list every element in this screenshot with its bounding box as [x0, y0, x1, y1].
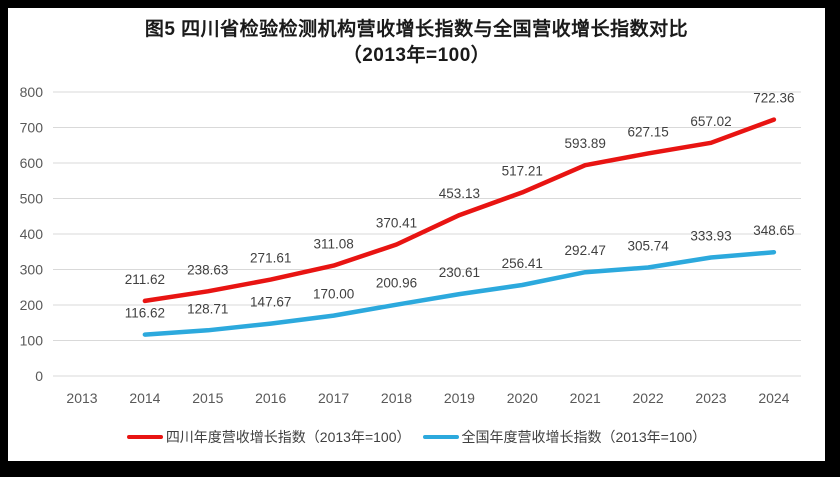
- svg-text:2023: 2023: [695, 390, 726, 406]
- svg-text:256.41: 256.41: [502, 256, 543, 271]
- svg-text:2019: 2019: [444, 390, 475, 406]
- svg-text:2016: 2016: [255, 390, 286, 406]
- svg-text:2017: 2017: [318, 390, 349, 406]
- svg-text:2015: 2015: [192, 390, 223, 406]
- svg-text:593.89: 593.89: [565, 136, 606, 151]
- svg-text:453.13: 453.13: [439, 186, 480, 201]
- svg-text:2020: 2020: [507, 390, 538, 406]
- svg-text:238.63: 238.63: [187, 262, 228, 277]
- svg-text:400: 400: [20, 226, 44, 242]
- svg-text:800: 800: [20, 84, 44, 100]
- svg-text:500: 500: [20, 191, 44, 207]
- svg-text:722.36: 722.36: [753, 91, 794, 106]
- svg-text:116.62: 116.62: [125, 306, 165, 321]
- svg-text:305.74: 305.74: [627, 238, 669, 253]
- svg-text:311.08: 311.08: [313, 237, 353, 252]
- sichuan-line-swatch-icon: [126, 435, 163, 439]
- national-line-swatch-icon: [422, 435, 459, 439]
- svg-text:627.15: 627.15: [627, 124, 668, 139]
- svg-text:200: 200: [20, 297, 44, 313]
- svg-text:292.47: 292.47: [565, 243, 606, 258]
- svg-text:0: 0: [35, 368, 43, 384]
- svg-text:300: 300: [20, 262, 44, 278]
- svg-text:370.41: 370.41: [376, 216, 417, 231]
- svg-text:230.61: 230.61: [439, 265, 480, 280]
- svg-text:348.65: 348.65: [753, 223, 794, 238]
- legend-item-national: 全国年度营收增长指数（2013年=100）: [422, 427, 707, 447]
- svg-text:600: 600: [20, 155, 44, 171]
- svg-text:200.96: 200.96: [376, 276, 417, 291]
- svg-text:128.71: 128.71: [187, 301, 228, 316]
- chart-title-line2: （2013年=100）: [342, 45, 491, 66]
- svg-text:2021: 2021: [570, 390, 601, 406]
- chart-title: 图5 四川省检验检测机构营收增长指数与全国营收增长指数对比 （2013年=100…: [8, 17, 825, 69]
- svg-text:517.21: 517.21: [502, 163, 543, 178]
- svg-text:100: 100: [20, 333, 44, 349]
- svg-text:2024: 2024: [758, 390, 789, 406]
- svg-text:170.00: 170.00: [313, 287, 354, 302]
- chart-title-line1: 图5 四川省检验检测机构营收增长指数与全国营收增长指数对比: [144, 19, 689, 40]
- svg-text:211.62: 211.62: [125, 272, 165, 287]
- svg-text:2013: 2013: [66, 390, 97, 406]
- legend-label-sichuan: 四川年度营收增长指数（2013年=100）: [165, 429, 411, 445]
- svg-text:147.67: 147.67: [250, 295, 291, 310]
- legend-item-sichuan: 四川年度营收增长指数（2013年=100）: [126, 427, 411, 447]
- svg-text:333.93: 333.93: [690, 228, 731, 243]
- svg-text:657.02: 657.02: [690, 114, 731, 129]
- chart-legend: 四川年度营收增长指数（2013年=100） 全国年度营收增长指数（2013年=1…: [8, 427, 825, 447]
- svg-text:2022: 2022: [633, 390, 664, 406]
- plot-area: 0 100 200 300 400 500 600 700 800 2013 2014 2015 201…: [20, 84, 801, 406]
- svg-text:700: 700: [20, 120, 44, 136]
- svg-text:271.61: 271.61: [250, 251, 291, 266]
- svg-text:2014: 2014: [129, 390, 160, 406]
- legend-label-national: 全国年度营收增长指数（2013年=100）: [461, 429, 707, 445]
- svg-text:2018: 2018: [381, 390, 412, 406]
- chart-canvas: 图5 四川省检验检测机构营收增长指数与全国营收增长指数对比 （2013年=100…: [8, 8, 825, 461]
